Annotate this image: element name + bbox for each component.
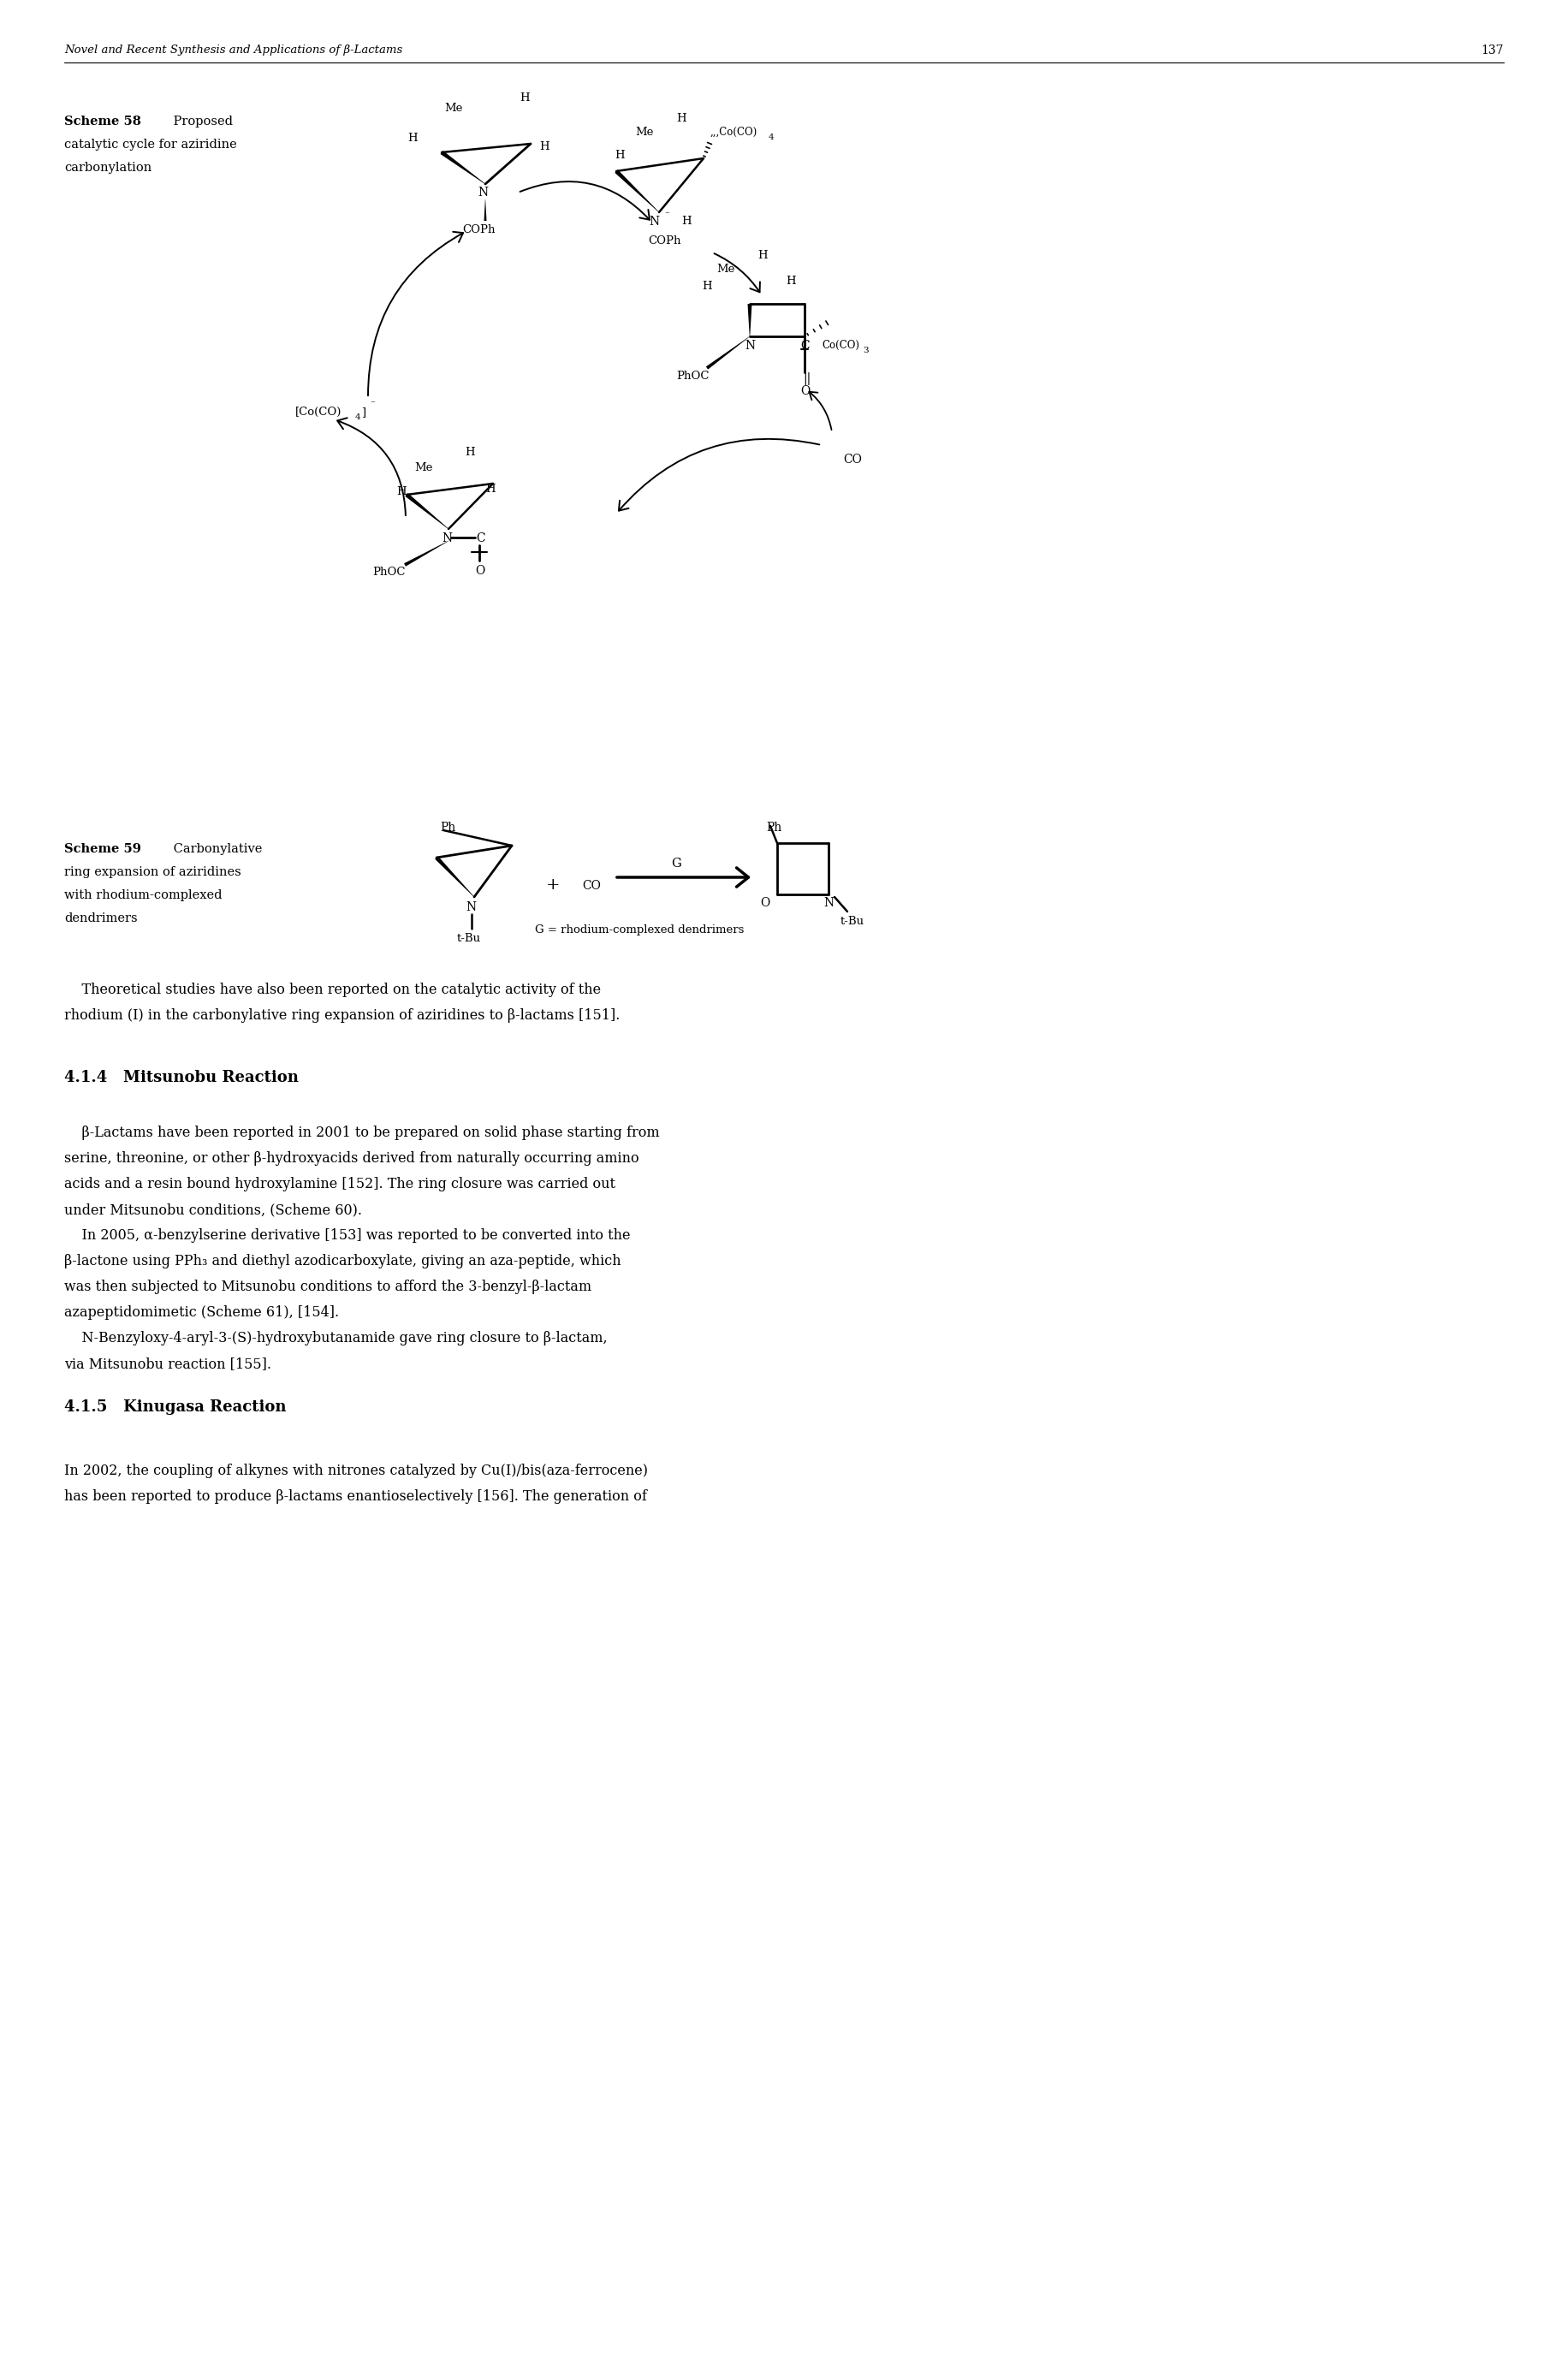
- Text: was then subjected to Mitsunobu conditions to afford the 3-benzyl-β-lactam: was then subjected to Mitsunobu conditio…: [64, 1281, 591, 1295]
- Text: O: O: [475, 565, 485, 577]
- Text: C: C: [800, 340, 809, 352]
- Text: ]: ]: [361, 406, 365, 418]
- Text: catalytic cycle for aziridine: catalytic cycle for aziridine: [64, 138, 237, 150]
- Text: azapeptidomimetic (Scheme 61), [154].: azapeptidomimetic (Scheme 61), [154].: [64, 1304, 339, 1319]
- Text: N: N: [823, 898, 834, 910]
- Text: ⁻: ⁻: [665, 211, 670, 219]
- Text: ⁻: ⁻: [370, 399, 375, 409]
- Text: acids and a resin bound hydroxylamine [152]. The ring closure was carried out: acids and a resin bound hydroxylamine [1…: [64, 1176, 615, 1190]
- Text: serine, threonine, or other β-hydroxyacids derived from naturally occurring amin: serine, threonine, or other β-hydroxyaci…: [64, 1152, 640, 1167]
- Text: H: H: [539, 140, 549, 152]
- Text: +: +: [546, 877, 560, 893]
- Text: N: N: [466, 901, 477, 912]
- Polygon shape: [485, 200, 486, 221]
- Text: Ph: Ph: [767, 822, 781, 834]
- Text: β-lactone using PPh₃ and diethyl azodicarboxylate, giving an aza-peptide, which: β-lactone using PPh₃ and diethyl azodica…: [64, 1255, 621, 1269]
- Text: In 2005, α-benzylserine derivative [153] was reported to be converted into the: In 2005, α-benzylserine derivative [153]…: [64, 1228, 630, 1243]
- Text: PhOC: PhOC: [372, 565, 405, 577]
- Text: Me: Me: [444, 102, 463, 114]
- Text: H: H: [681, 216, 691, 226]
- Text: H: H: [757, 249, 767, 261]
- Polygon shape: [434, 855, 475, 898]
- Text: N: N: [478, 188, 488, 200]
- Text: t-Bu: t-Bu: [840, 915, 864, 927]
- Text: has been reported to produce β-lactams enantioselectively [156]. The generation : has been reported to produce β-lactams e…: [64, 1490, 648, 1504]
- Text: 4.1.5   Kinugasa Reaction: 4.1.5 Kinugasa Reaction: [64, 1399, 287, 1414]
- Text: H: H: [702, 280, 712, 292]
- Text: β-Lactams have been reported in 2001 to be prepared on solid phase starting from: β-Lactams have been reported in 2001 to …: [64, 1126, 660, 1140]
- Text: H: H: [615, 150, 624, 162]
- Text: H: H: [408, 133, 417, 145]
- Text: COPh: COPh: [648, 235, 681, 247]
- Text: Proposed: Proposed: [169, 116, 232, 128]
- Text: N: N: [649, 216, 659, 228]
- Text: 4.1.4   Mitsunobu Reaction: 4.1.4 Mitsunobu Reaction: [64, 1069, 298, 1086]
- Text: Scheme 58: Scheme 58: [64, 116, 141, 128]
- Text: Ph: Ph: [441, 822, 456, 834]
- Polygon shape: [615, 169, 659, 211]
- Text: H: H: [464, 447, 475, 459]
- Text: H: H: [485, 485, 495, 494]
- Text: PhOC: PhOC: [676, 371, 709, 383]
- Text: CO: CO: [582, 879, 601, 891]
- Text: G: G: [671, 858, 681, 870]
- Text: ring expansion of aziridines: ring expansion of aziridines: [64, 867, 241, 879]
- Text: H: H: [786, 276, 795, 287]
- Text: N: N: [745, 340, 756, 352]
- Text: [Co(CO): [Co(CO): [295, 406, 342, 418]
- Polygon shape: [405, 542, 448, 565]
- Polygon shape: [441, 150, 486, 185]
- Text: Novel and Recent Synthesis and Applications of β-Lactams: Novel and Recent Synthesis and Applicati…: [64, 45, 403, 55]
- Polygon shape: [706, 337, 750, 368]
- Text: rhodium (I) in the carbonylative ring expansion of aziridines to β-lactams [151]: rhodium (I) in the carbonylative ring ex…: [64, 1007, 619, 1022]
- Text: Scheme 59: Scheme 59: [64, 843, 141, 855]
- Text: Carbonylative: Carbonylative: [169, 843, 262, 855]
- Text: O: O: [760, 898, 770, 910]
- Text: CO: CO: [844, 454, 862, 466]
- Text: Co(CO): Co(CO): [822, 340, 859, 352]
- Text: ,,,Co(CO): ,,,Co(CO): [710, 126, 757, 138]
- Text: COPh: COPh: [463, 223, 495, 235]
- Text: carbonylation: carbonylation: [64, 162, 152, 173]
- Text: ||: ||: [803, 373, 811, 385]
- Text: Me: Me: [635, 126, 654, 138]
- Text: Theoretical studies have also been reported on the catalytic activity of the: Theoretical studies have also been repor…: [64, 984, 601, 998]
- Text: t-Bu: t-Bu: [456, 934, 481, 943]
- Text: N: N: [442, 532, 452, 544]
- Text: 3: 3: [862, 347, 869, 354]
- Text: G = rhodium-complexed dendrimers: G = rhodium-complexed dendrimers: [535, 924, 745, 936]
- Text: C: C: [475, 532, 485, 544]
- Polygon shape: [748, 304, 753, 337]
- Text: In 2002, the coupling of alkynes with nitrones catalyzed by Cu(I)/bis(aza-ferroc: In 2002, the coupling of alkynes with ni…: [64, 1464, 648, 1478]
- Text: dendrimers: dendrimers: [64, 912, 138, 924]
- Text: N-Benzyloxy-4-aryl-3-(S)-hydroxybutanamide gave ring closure to β-lactam,: N-Benzyloxy-4-aryl-3-(S)-hydroxybutanami…: [64, 1331, 607, 1345]
- Text: 4: 4: [768, 133, 775, 140]
- Text: Me: Me: [717, 264, 735, 276]
- Text: H: H: [397, 487, 406, 497]
- Text: under Mitsunobu conditions, (Scheme 60).: under Mitsunobu conditions, (Scheme 60).: [64, 1202, 362, 1217]
- Text: Me: Me: [414, 463, 433, 473]
- Text: 137: 137: [1482, 45, 1504, 57]
- Text: 4: 4: [356, 413, 361, 421]
- Text: O: O: [800, 385, 811, 397]
- Text: via Mitsunobu reaction [155].: via Mitsunobu reaction [155].: [64, 1357, 271, 1371]
- Text: H: H: [519, 93, 530, 105]
- Text: with rhodium-complexed: with rhodium-complexed: [64, 889, 223, 901]
- Polygon shape: [405, 494, 448, 530]
- Text: H: H: [676, 114, 687, 124]
